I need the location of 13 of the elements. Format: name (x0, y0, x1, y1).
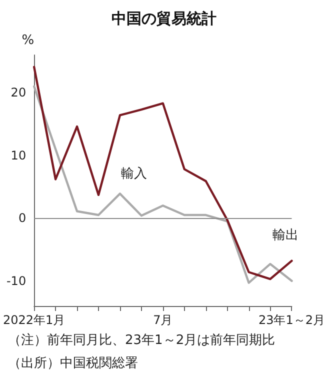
series-label: 輸出 (272, 228, 299, 243)
x-tick-label: 2022年1月 (2, 313, 66, 327)
y-tick-label: 20 (10, 86, 26, 100)
text: （注）前年同月比、23年1～2月は前年同期比 (8, 333, 276, 348)
y-tick-label: 10 (10, 148, 26, 162)
x-tick-label: 23年1～2月 (258, 313, 326, 327)
series-label: 輸入 (120, 166, 147, 182)
y-tick-label: -10 (6, 274, 26, 288)
x-tick-label: 7月 (153, 313, 173, 327)
chart-title: 中国の貿易統計 (112, 10, 216, 28)
text: （出所）中国税関総署 (8, 356, 138, 371)
y-axis-title: % (22, 33, 34, 48)
y-tick-label: 0 (18, 211, 26, 226)
